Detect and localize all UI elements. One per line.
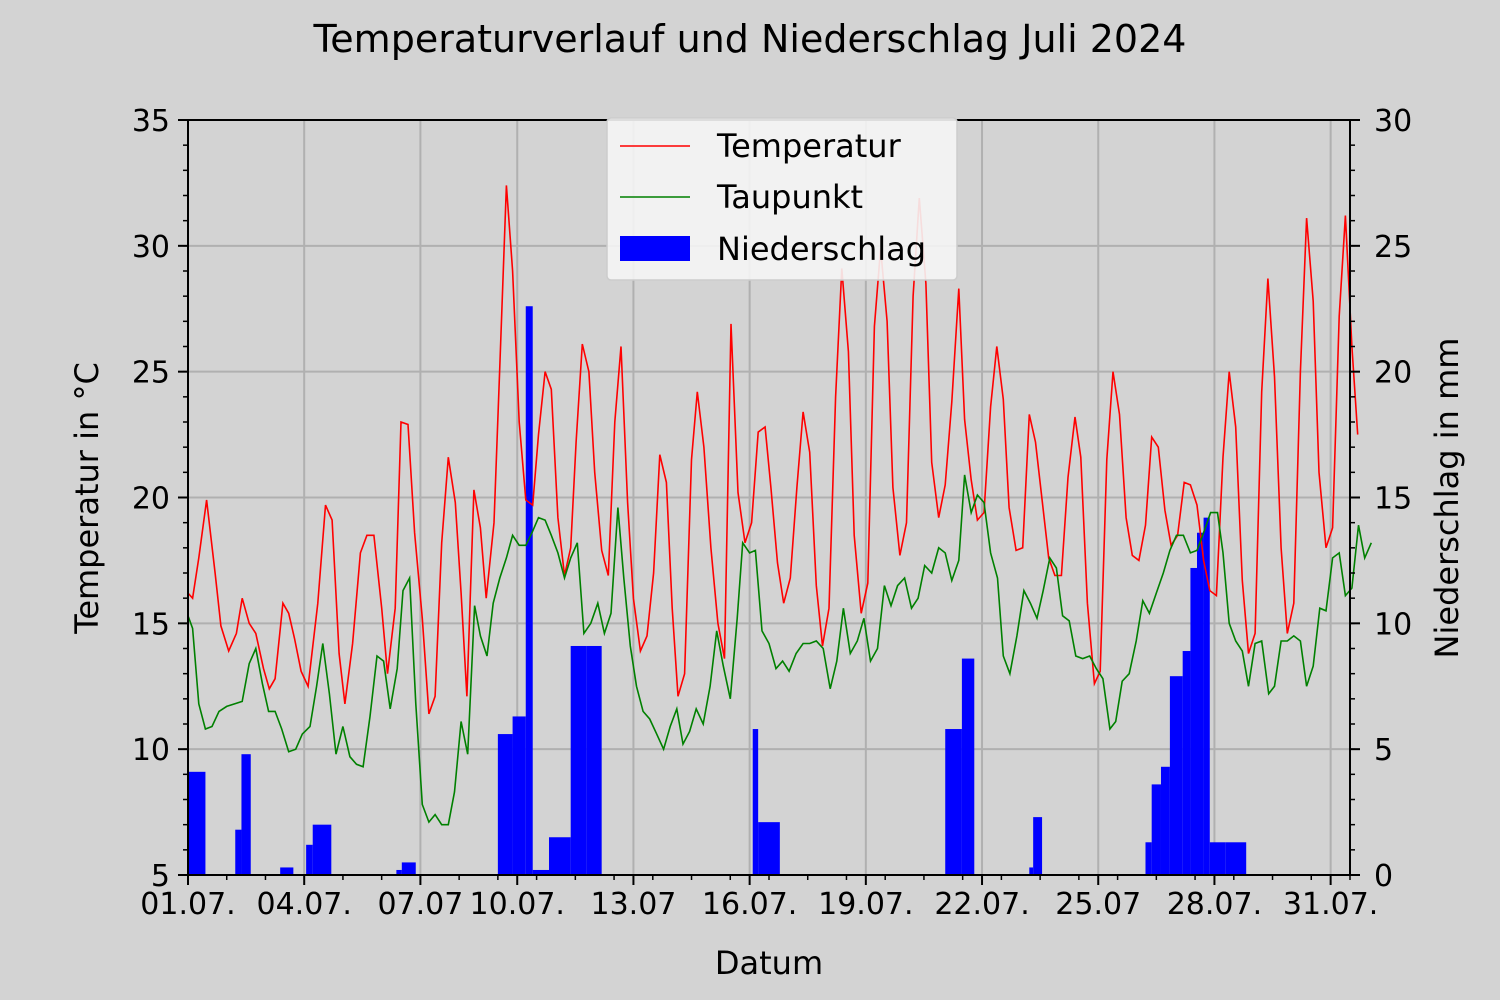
precipitation-bar — [1203, 517, 1210, 875]
precipitation-bar — [1209, 842, 1226, 875]
x-tick-label: 01.07. — [140, 887, 235, 922]
precipitation-bar — [945, 729, 962, 875]
y-left-tick-label: 5 — [151, 859, 170, 894]
y-right-tick-label: 10 — [1374, 607, 1412, 642]
precipitation-bar — [532, 869, 549, 875]
precipitation-bar — [306, 844, 313, 875]
y-left-tick-label: 35 — [132, 104, 170, 139]
y-left-tick-label: 10 — [132, 733, 170, 768]
precipitation-bar — [961, 658, 975, 875]
precipitation-bar — [396, 869, 402, 875]
precipitation-bar — [586, 645, 602, 875]
chart-title: Temperaturverlauf und Niederschlag Juli … — [313, 17, 1187, 61]
precipitation-bar — [312, 824, 332, 875]
precipitation-bar — [188, 771, 206, 875]
precipitation-bar — [1033, 817, 1043, 875]
precipitation-bar — [1169, 676, 1183, 875]
y-right-tick-label: 15 — [1374, 482, 1412, 517]
x-tick-label: 22.07. — [934, 887, 1029, 922]
precipitation-bar — [1197, 532, 1204, 875]
legend-label-taupunkt: Taupunkt — [716, 178, 863, 216]
x-tick-label: 07.07 — [377, 887, 463, 922]
series-line-taupunkt — [187, 474, 1373, 826]
y-axis-label-right: Niederschlag in mm — [1428, 338, 1466, 659]
precipitation-bar — [752, 729, 759, 875]
y-left-tick-label: 25 — [132, 356, 170, 391]
precipitation-bar — [497, 734, 513, 875]
x-tick-label: 04.07. — [256, 887, 351, 922]
precipitation-bar — [548, 837, 571, 875]
precipitation-bar — [1160, 766, 1170, 875]
precipitation-bar — [1151, 784, 1161, 875]
precipitation-bar — [758, 822, 780, 875]
y-right-tick-label: 0 — [1374, 859, 1393, 894]
x-tick-label: 28.07. — [1167, 887, 1262, 922]
y-right-tick-label: 25 — [1374, 230, 1412, 265]
precipitation-bars — [188, 306, 1247, 875]
y-right-tick-label: 30 — [1374, 104, 1412, 139]
legend-label-niederschlag: Niederschlag — [717, 230, 926, 268]
y-left-tick-label: 30 — [132, 230, 170, 265]
precipitation-bar — [280, 867, 294, 875]
precipitation-bar — [401, 862, 416, 875]
precipitation-bar — [235, 829, 242, 875]
y-axis-label-left: Temperatur in °C — [68, 362, 106, 635]
legend: Temperatur Taupunkt Niederschlag — [606, 117, 958, 281]
series-line-temperatur — [187, 185, 1359, 715]
x-tick-label: 10.07. — [470, 887, 565, 922]
x-tick-label: 13.07 — [590, 887, 676, 922]
precipitation-bar — [241, 754, 251, 875]
legend-box — [606, 117, 958, 281]
precipitation-bar — [1145, 842, 1152, 875]
x-tick-label: 31.07. — [1283, 887, 1378, 922]
x-tick-label: 16.07. — [702, 887, 797, 922]
precipitation-bar — [1225, 842, 1247, 875]
precipitation-bar — [1182, 651, 1191, 875]
precipitation-bar — [512, 716, 526, 875]
x-axis-label: Datum — [715, 944, 823, 982]
axis-ticks: 01.07. 04.07. 07.07 10.07. 13.07 16.07. 19.07.… — [132, 104, 1412, 922]
precipitation-bar — [1190, 567, 1198, 875]
legend-label-temperatur: Temperatur — [716, 127, 902, 165]
y-right-tick-label: 5 — [1374, 733, 1393, 768]
precipitation-bar — [570, 645, 587, 875]
y-left-tick-label: 20 — [132, 482, 170, 517]
y-left-tick-label: 15 — [132, 607, 170, 642]
x-tick-label: 25.07 — [1055, 887, 1141, 922]
y-right-tick-label: 20 — [1374, 356, 1412, 391]
legend-swatch-niederschlag — [620, 236, 690, 261]
precipitation-bar — [1029, 867, 1034, 875]
precipitation-bar — [525, 306, 533, 875]
x-tick-label: 19.07. — [818, 887, 913, 922]
